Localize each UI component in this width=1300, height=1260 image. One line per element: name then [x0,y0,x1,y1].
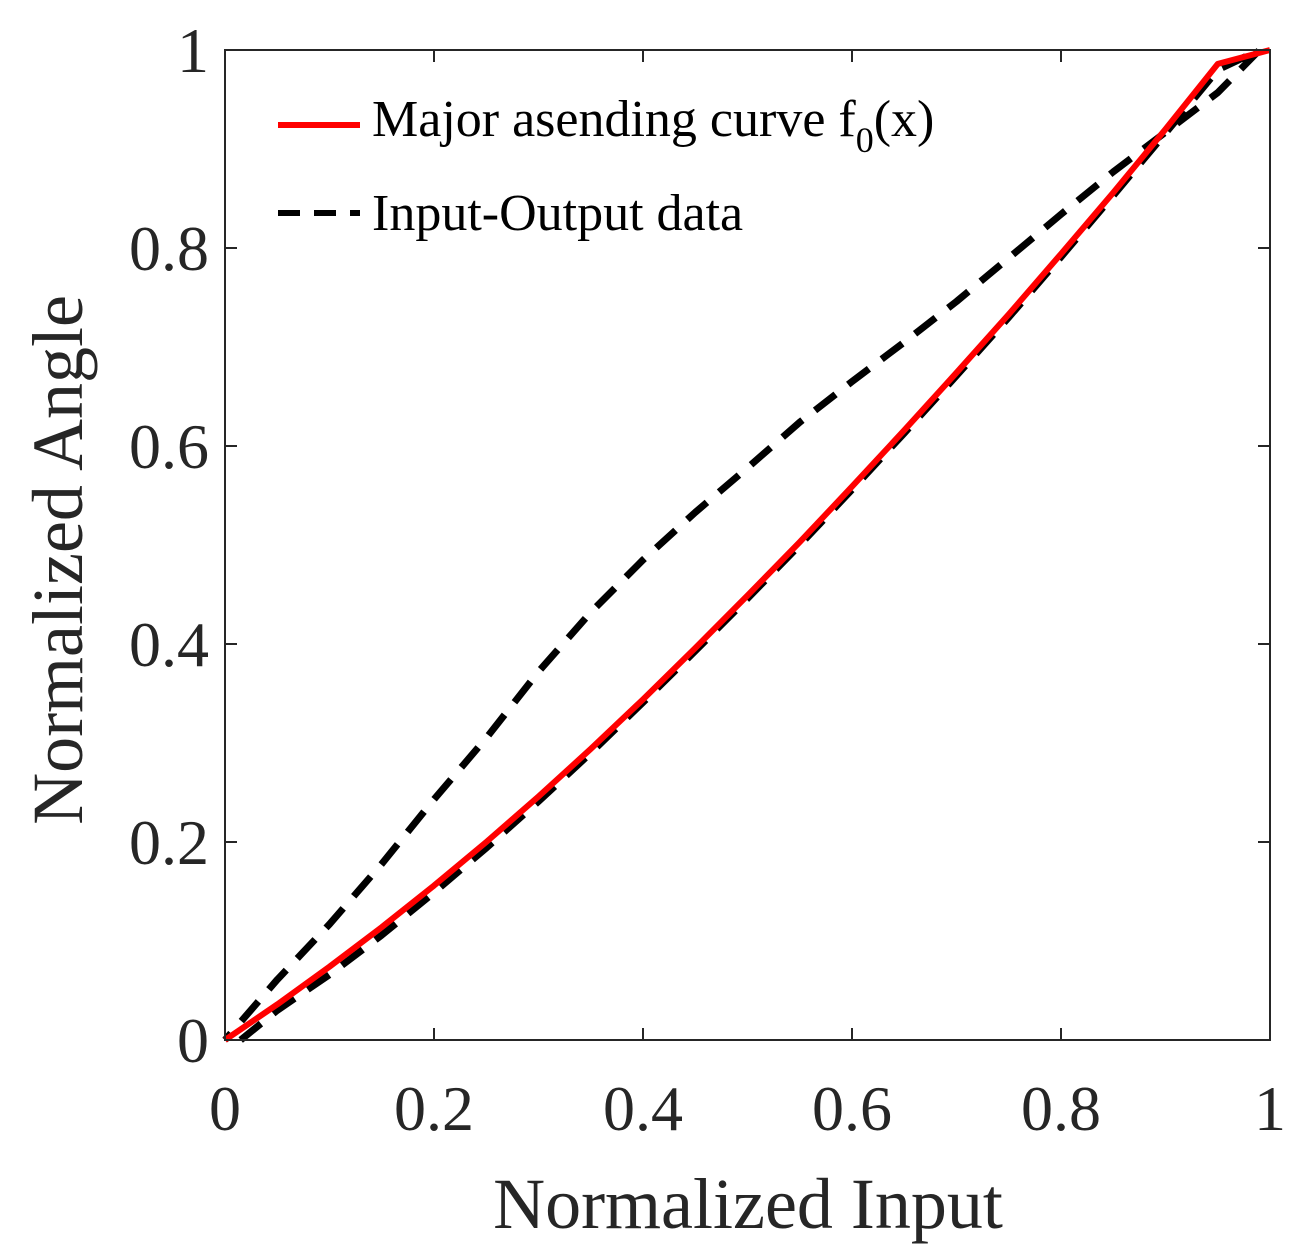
x-tick-label: 0.8 [1021,1073,1101,1144]
x-tick-label: 1 [1254,1073,1286,1144]
x-tick-label: 0.2 [394,1073,474,1144]
legend: Major asending curve f0(x) Input-Output … [278,91,934,242]
series-input-output-line [222,46,1263,1043]
legend-label-input-output: Input-Output data [372,185,743,242]
x-tick-label: 0.6 [812,1073,892,1144]
x-tick-label: 0.4 [603,1073,683,1144]
x-axis-label: Normalized Input [493,1164,1003,1244]
y-tick-label: 0.4 [129,609,209,680]
series-major-curve-line [223,47,1271,1043]
x-tick-label: 0 [209,1073,241,1144]
y-tick-label: 0.2 [129,807,209,878]
axes-box [224,49,1271,1041]
series-layer [222,46,1271,1043]
y-tick-label: 0.8 [129,213,209,284]
y-axis-label: Normalized Angle [18,295,98,825]
y-tick-label: 0.6 [129,411,209,482]
ticks-layer: 0 0.2 0.4 0.6 0.8 1 0 0.2 0.4 0.6 0.8 1 [129,15,1286,1144]
y-tick-label: 0 [177,1005,209,1076]
axes-layer [224,49,1271,1041]
legend-label-major-curve: Major asending curve f0(x) [372,91,934,160]
y-tick-label: 1 [177,15,209,86]
